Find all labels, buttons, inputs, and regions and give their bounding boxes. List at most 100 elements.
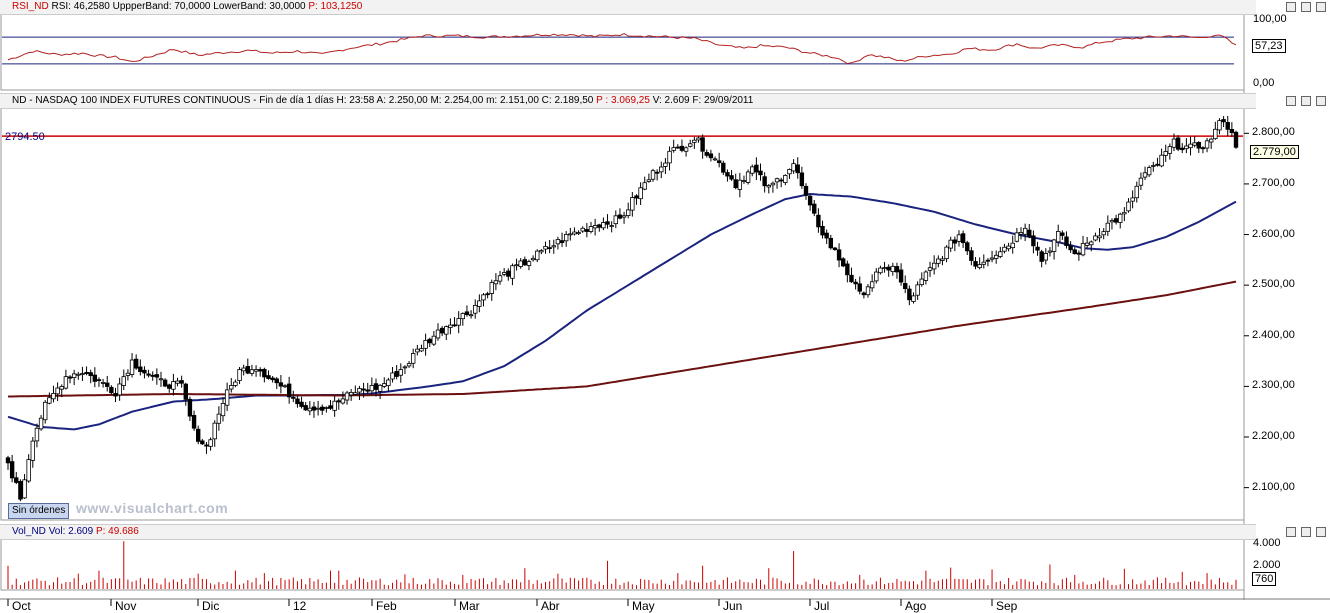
candle-body	[1056, 231, 1061, 243]
candle-body	[588, 226, 594, 232]
candle-body	[650, 170, 656, 180]
candle-body	[915, 284, 920, 296]
candle-body	[745, 171, 751, 183]
candle-body	[175, 380, 180, 384]
candle-body	[80, 373, 85, 375]
candle-body	[1217, 120, 1222, 131]
candle-body	[76, 373, 81, 376]
candle-body	[1072, 249, 1077, 254]
candle-body	[547, 247, 552, 249]
candle-body	[299, 401, 304, 407]
candle-body	[923, 271, 929, 281]
candle-body	[303, 405, 308, 411]
rsi-close-button[interactable]	[1316, 2, 1326, 12]
candle-body	[700, 137, 705, 152]
candle-body	[683, 147, 689, 152]
candle-body	[5, 457, 11, 464]
candle-body	[241, 367, 246, 372]
candle-body	[460, 313, 466, 320]
candle-body	[824, 232, 829, 239]
candle-body	[18, 481, 23, 500]
price-tick-label: 2.600,00	[1252, 227, 1295, 240]
candle-body	[200, 440, 205, 445]
rsi-upper-label: UppperBand: 70,0000	[112, 1, 211, 12]
candle-body	[113, 393, 118, 397]
sin-ordenes-button[interactable]: Sin órdenes	[8, 503, 70, 519]
candle-body	[795, 164, 800, 174]
candle-body	[671, 147, 676, 151]
candle-body	[1208, 138, 1214, 143]
candle-body	[1018, 232, 1024, 235]
candle-body	[183, 383, 188, 400]
candle-body	[857, 283, 862, 292]
candle-body	[1101, 231, 1106, 236]
candle-body	[940, 258, 945, 261]
candle-body	[1006, 245, 1011, 250]
price-tick-label: 2.100,00	[1252, 480, 1295, 493]
candle-body	[754, 164, 759, 173]
candle-body	[109, 386, 114, 394]
candle-body	[878, 267, 883, 274]
time-tick-label: Jul	[814, 599, 830, 613]
price-tick-label: 2.700,00	[1252, 176, 1295, 189]
candle-body	[774, 178, 780, 183]
candle-body	[167, 384, 172, 389]
price-tick-label: 2.200,00	[1252, 430, 1295, 442]
time-tick-label: May	[632, 599, 655, 613]
candle-body	[1113, 218, 1119, 223]
candle-body	[692, 139, 697, 143]
candle-body	[394, 370, 399, 377]
watermark: www.visualchart.com	[76, 500, 229, 516]
price-close-button[interactable]	[1316, 96, 1326, 106]
volume-close-button[interactable]	[1316, 527, 1326, 537]
volume-maximize-button[interactable]	[1301, 527, 1311, 537]
candle-body	[1043, 253, 1049, 261]
candle-body	[890, 265, 896, 272]
candle-body	[613, 215, 618, 225]
candle-body	[853, 281, 858, 285]
price-maximize-button[interactable]	[1301, 96, 1311, 106]
candle-body	[865, 286, 871, 296]
candle-body	[270, 377, 275, 381]
candle-body	[336, 400, 341, 403]
candle-body	[725, 172, 730, 177]
candle-body	[332, 400, 337, 411]
candle-body	[721, 162, 726, 173]
candle-body	[907, 288, 912, 301]
price-minimize-button[interactable]	[1286, 96, 1296, 106]
candle-body	[1155, 163, 1160, 166]
candle-body	[989, 257, 995, 260]
candle-body	[179, 380, 184, 384]
candle-body	[84, 371, 89, 374]
candle-body	[439, 327, 445, 334]
candle-body	[369, 385, 375, 392]
candle-body	[415, 348, 420, 353]
price-tick-label: 2.300,00	[1252, 379, 1295, 392]
candle-body	[642, 182, 647, 190]
candle-body	[559, 240, 565, 244]
candle-body	[506, 270, 511, 277]
candle-body	[431, 335, 437, 345]
candle-body	[444, 326, 449, 335]
candle-body	[485, 293, 490, 296]
candle-body	[679, 145, 685, 151]
candle-body	[1204, 140, 1210, 149]
candle-body	[617, 214, 623, 219]
candle-body	[452, 324, 457, 327]
volume-minimize-button[interactable]	[1286, 527, 1296, 537]
rsi-minimize-button[interactable]	[1286, 2, 1296, 12]
candle-body	[841, 258, 846, 267]
rsi-value-label: RSI: 46,2580	[51, 1, 110, 12]
candle-body	[944, 246, 949, 260]
candle-body	[1097, 235, 1102, 239]
candle-body	[708, 153, 714, 159]
candle-body	[832, 247, 838, 250]
candle-body	[154, 374, 160, 378]
candle-body	[448, 324, 453, 328]
candle-body	[1089, 241, 1094, 246]
rsi-maximize-button[interactable]	[1301, 2, 1311, 12]
candle-body	[948, 239, 953, 249]
candle-body	[592, 225, 598, 229]
candle-body	[733, 179, 738, 189]
candle-body	[14, 477, 19, 483]
